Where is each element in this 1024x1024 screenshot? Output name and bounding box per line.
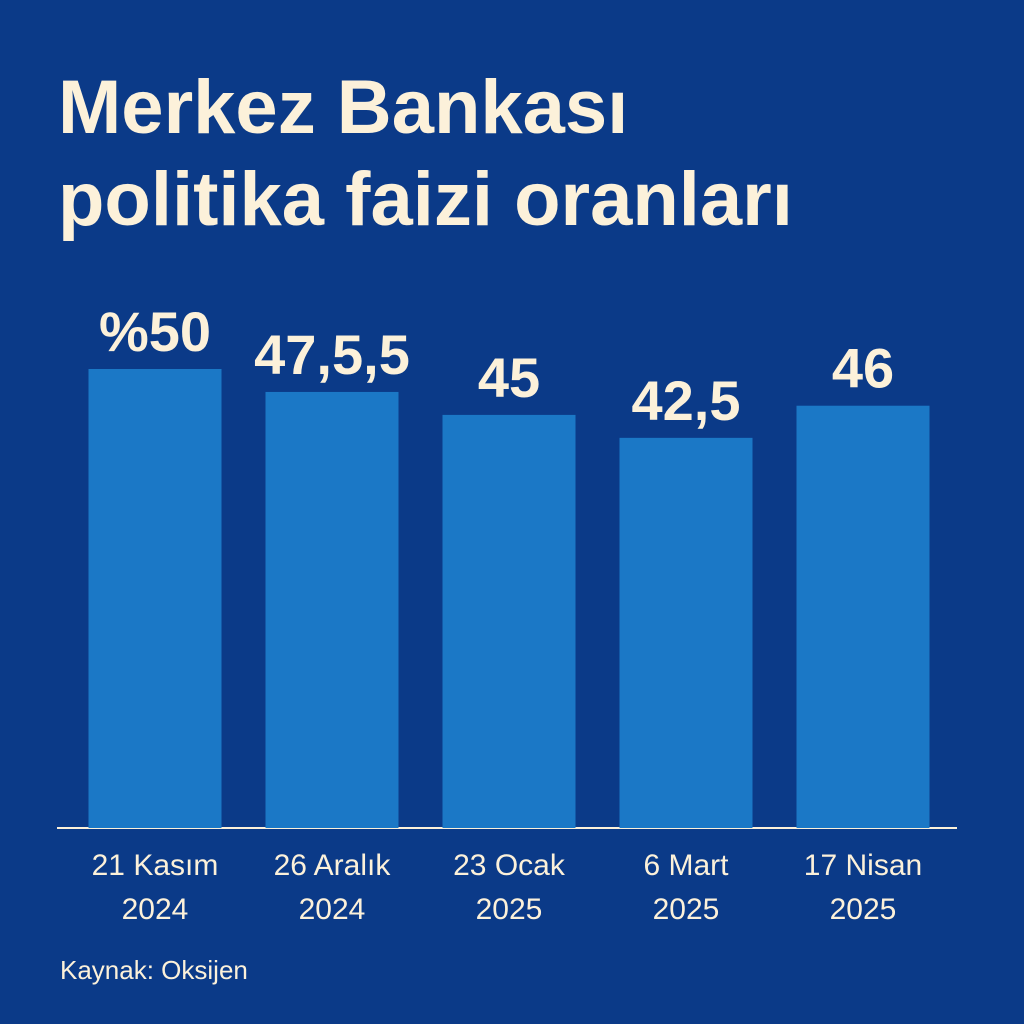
bar bbox=[796, 405, 930, 828]
x-tick-label: 23 Ocak 2025 bbox=[453, 849, 565, 926]
x-tick-label: 17 Nisan 2025 bbox=[803, 849, 923, 926]
data-label: 46 bbox=[832, 337, 894, 400]
source: Kaynak: Oksijen bbox=[60, 955, 248, 985]
data-label: 42,5 bbox=[632, 369, 741, 432]
x-tick-label: 26 Aralık 2024 bbox=[273, 849, 391, 926]
data-label: 47,5,5 bbox=[254, 323, 410, 386]
bar bbox=[88, 369, 222, 828]
bar bbox=[619, 437, 753, 828]
bar bbox=[265, 391, 399, 828]
data-label: 45 bbox=[478, 346, 540, 409]
x-tick-label: 6 Mart 2025 bbox=[643, 849, 729, 926]
data-label: %50 bbox=[99, 300, 211, 363]
x-tick-label: 21 Kasım 2024 bbox=[91, 849, 219, 926]
chart-title: Merkez Bankası politika faizi oranları bbox=[58, 65, 793, 242]
bar bbox=[442, 414, 576, 828]
